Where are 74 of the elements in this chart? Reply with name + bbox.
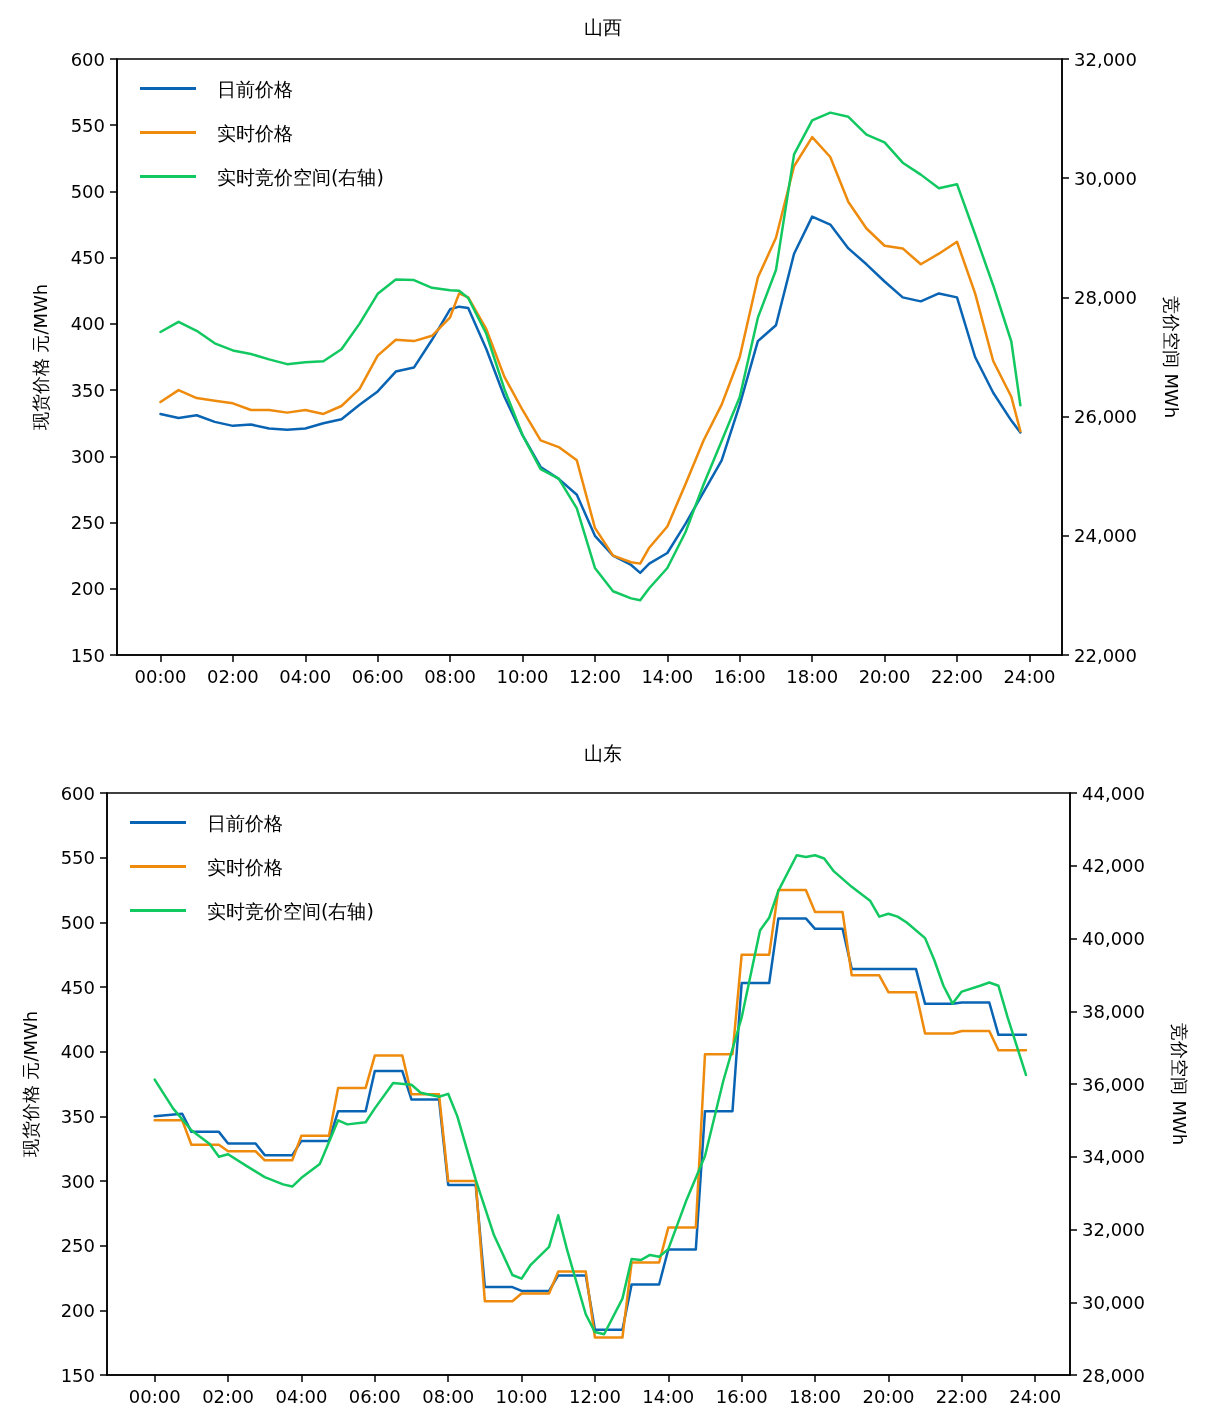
y2-tick-label: 24,000	[1074, 525, 1137, 547]
legend-label: 实时竞价空间(右轴)	[207, 899, 374, 922]
y-tick-label: 150	[70, 644, 105, 666]
y-axis-title: 现货价格 元/MWh	[29, 283, 51, 431]
y2-tick-label: 32,000	[1074, 48, 1137, 70]
y2-tick-label: 30,000	[1074, 167, 1137, 189]
y2-tick-label: 34,000	[1082, 1146, 1145, 1168]
y-tick-label: 250	[70, 512, 105, 534]
y-tick-label: 550	[60, 847, 95, 869]
x-tick-label: 04:00	[279, 665, 332, 687]
x-tick-label: 10:00	[496, 665, 549, 687]
x-tick-label: 20:00	[858, 665, 911, 687]
x-tick-label: 06:00	[348, 1385, 401, 1407]
y-tick-label: 250	[60, 1235, 95, 1257]
y2-tick-label: 28,000	[1082, 1364, 1145, 1386]
y2-tick-label: 32,000	[1082, 1219, 1145, 1240]
x-tick-label: 00:00	[134, 665, 187, 687]
y2-tick-label: 40,000	[1082, 928, 1145, 949]
x-tick-label: 22:00	[935, 1385, 988, 1407]
y2-axis-title: 竞价空间 MWh	[1168, 1022, 1190, 1146]
y-tick-label: 350	[60, 1105, 95, 1127]
x-tick-label: 18:00	[789, 1385, 841, 1407]
x-tick-label: 02:00	[206, 665, 259, 687]
y-tick-label: 550	[70, 114, 105, 136]
x-tick-label: 06:00	[351, 665, 404, 687]
x-tick-label: 04:00	[275, 1385, 328, 1407]
y-tick-label: 450	[70, 247, 105, 269]
x-tick-label: 08:00	[424, 665, 477, 687]
y2-tick-label: 22,000	[1074, 644, 1137, 666]
legend-label: 日前价格	[217, 77, 293, 100]
y-tick-label: 400	[70, 313, 105, 335]
y-tick-label: 300	[70, 445, 105, 467]
legend-label: 日前价格	[207, 811, 283, 834]
y-tick-label: 200	[60, 1299, 95, 1321]
x-tick-label: 14:00	[641, 665, 694, 687]
y-tick-label: 500	[60, 911, 95, 933]
y-tick-label: 200	[70, 578, 105, 600]
x-tick-label: 02:00	[202, 1385, 254, 1407]
y-axis-title: 现货价格 元/MWh	[19, 1010, 41, 1158]
x-tick-label: 00:00	[128, 1385, 181, 1407]
x-tick-label: 16:00	[715, 1385, 768, 1407]
x-tick-label: 12:00	[568, 665, 621, 687]
x-tick-label: 22:00	[931, 665, 983, 687]
y2-tick-label: 30,000	[1082, 1291, 1145, 1313]
y2-tick-label: 38,000	[1082, 1000, 1145, 1022]
x-tick-label: 20:00	[862, 1385, 915, 1407]
x-tick-label: 14:00	[642, 1385, 695, 1407]
x-tick-label: 10:00	[495, 1385, 548, 1407]
legend-label: 实时竞价空间(右轴)	[217, 165, 384, 188]
x-tick-label: 18:00	[786, 665, 839, 687]
x-tick-label: 24:00	[1003, 665, 1056, 687]
y-tick-label: 600	[60, 782, 95, 804]
y2-axis-title: 竞价空间 MWh	[1160, 295, 1182, 419]
y-tick-label: 400	[60, 1041, 95, 1063]
y-tick-label: 350	[70, 379, 105, 401]
y-tick-label: 150	[60, 1364, 95, 1386]
y-tick-label: 450	[60, 976, 95, 998]
y-tick-label: 500	[70, 180, 105, 202]
x-tick-label: 12:00	[568, 1385, 621, 1407]
y-tick-label: 300	[60, 1170, 95, 1192]
line-series	[159, 215, 1022, 575]
x-tick-label: 08:00	[422, 1385, 475, 1407]
x-tick-label: 24:00	[1009, 1385, 1062, 1407]
y2-tick-label: 42,000	[1082, 855, 1145, 877]
chart-title: 山西	[584, 15, 622, 38]
y2-tick-label: 44,000	[1082, 782, 1145, 804]
y2-tick-label: 28,000	[1074, 286, 1137, 308]
chart-title: 山东	[584, 741, 622, 764]
x-tick-label: 16:00	[713, 665, 766, 687]
y2-tick-label: 36,000	[1082, 1073, 1145, 1095]
y2-tick-label: 26,000	[1074, 406, 1137, 428]
y-tick-label: 600	[70, 48, 105, 70]
legend-label: 实时价格	[217, 121, 293, 144]
legend-label: 实时价格	[207, 855, 283, 878]
